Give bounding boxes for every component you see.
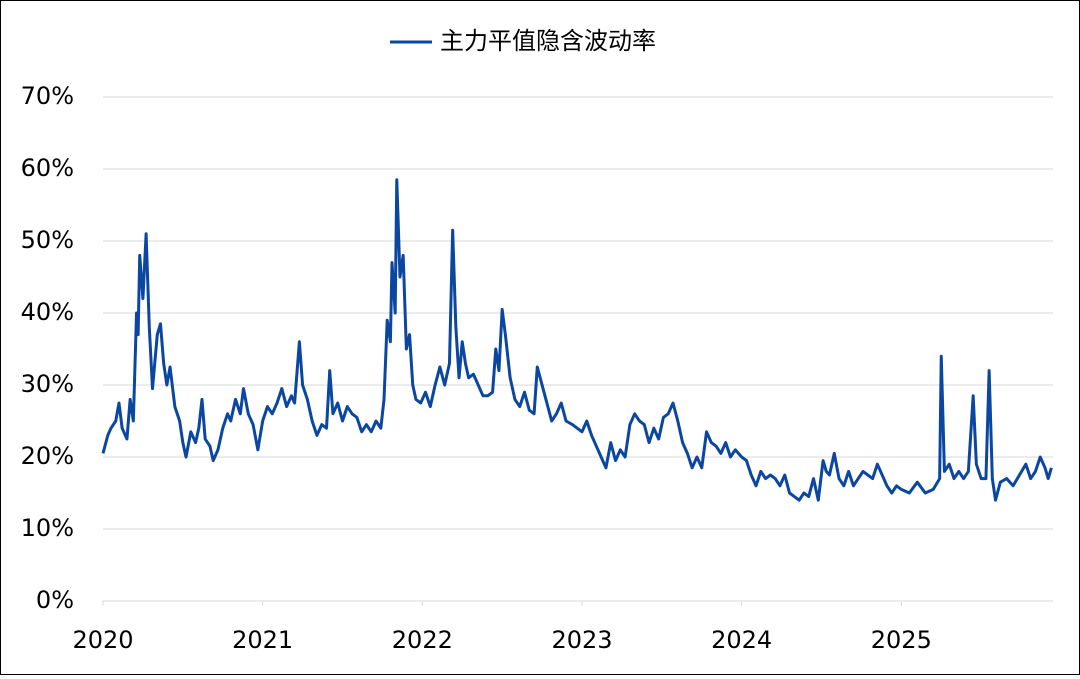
- x-tick-label: 2024: [711, 626, 772, 654]
- y-tick-label: 20%: [21, 442, 74, 470]
- y-tick-label: 40%: [21, 298, 74, 326]
- x-tick-label: 2022: [392, 626, 453, 654]
- y-tick-label: 30%: [21, 370, 74, 398]
- x-tick-label: 2021: [232, 626, 293, 654]
- x-tick-label: 2025: [871, 626, 932, 654]
- y-tick-label: 50%: [21, 226, 74, 254]
- x-tick-label: 2023: [551, 626, 612, 654]
- y-tick-label: 10%: [21, 514, 74, 542]
- y-tick-label: 70%: [21, 82, 74, 110]
- legend-label: 主力平值隐含波动率: [440, 27, 656, 55]
- y-tick-label: 60%: [21, 154, 74, 182]
- series-line: [101, 178, 1053, 502]
- x-tick-label: 2020: [72, 626, 133, 654]
- y-tick-label: 0%: [36, 586, 74, 614]
